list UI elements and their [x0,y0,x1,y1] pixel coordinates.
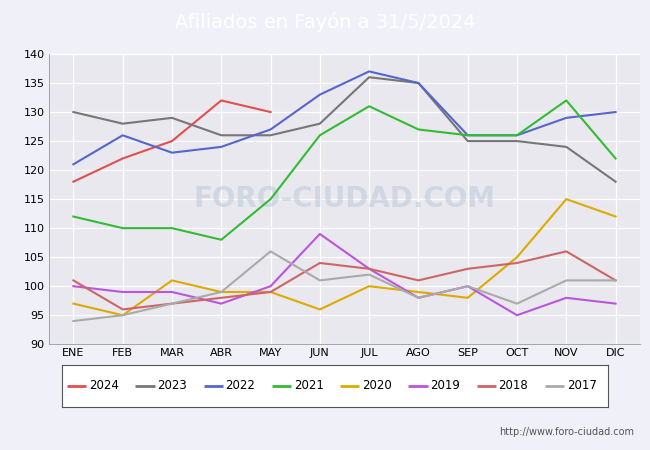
Text: 2018: 2018 [499,379,528,392]
Text: 2019: 2019 [430,379,460,392]
Text: 2024: 2024 [89,379,119,392]
Text: 2017: 2017 [567,379,597,392]
Text: 2021: 2021 [294,379,324,392]
Text: 2023: 2023 [157,379,187,392]
Text: 2020: 2020 [362,379,392,392]
Text: Afiliados en Fayón a 31/5/2024: Afiliados en Fayón a 31/5/2024 [175,13,475,32]
Text: FORO-CIUDAD.COM: FORO-CIUDAD.COM [194,185,495,213]
Text: http://www.foro-ciudad.com: http://www.foro-ciudad.com [499,427,634,437]
Text: 2022: 2022 [226,379,255,392]
